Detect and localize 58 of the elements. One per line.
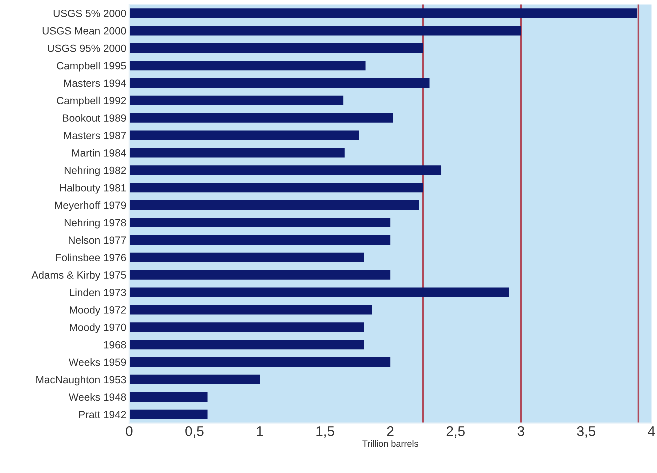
- bar: [129, 374, 260, 385]
- y-tick-label: Moody 1972: [70, 306, 126, 316]
- y-tick-label: Masters 1994: [64, 80, 126, 88]
- y-tick-label: Martin 1984: [72, 149, 126, 157]
- bar: [129, 96, 344, 106]
- y-tick-label: Nehring 1982: [64, 166, 126, 176]
- x-tick-label: 0,5: [186, 426, 204, 438]
- x-tick-label: 3,5: [577, 426, 596, 438]
- x-tick-label: 1: [257, 426, 264, 436]
- bar: [129, 235, 391, 245]
- bar: [129, 340, 364, 350]
- x-tick-label: 2,5: [446, 426, 465, 438]
- bar: [129, 218, 391, 228]
- bar: [129, 8, 638, 18]
- bar: [129, 200, 420, 210]
- y-tick-label: MacNaughton 1953: [36, 376, 126, 386]
- bar: [129, 130, 360, 140]
- y-tick-label: USGS 95% 2000: [48, 44, 126, 52]
- bar: [129, 44, 424, 54]
- y-tick-label: Campbell 1992: [57, 96, 126, 107]
- x-tick-label: 1,5: [316, 426, 334, 438]
- bar: [129, 183, 424, 193]
- bar: [129, 60, 366, 71]
- y-tick-label: Adams & Kirby 1975: [32, 271, 126, 282]
- bar: [129, 252, 364, 262]
- bar: [129, 113, 394, 123]
- y-tick-label: Weeks 1948: [68, 393, 126, 402]
- bar: [129, 26, 522, 36]
- y-tick-label: Masters 1987: [64, 132, 126, 140]
- y-tick-label: Folinsbee 1976: [56, 254, 126, 262]
- bar: [129, 78, 430, 88]
- x-tick-label: 4: [648, 426, 656, 436]
- y-tick-label: Linden 1973: [70, 288, 126, 296]
- y-tick-label: Halbouty 1981: [60, 184, 126, 194]
- y-tick-label: Nelson 1977: [69, 236, 126, 244]
- y-tick-label: Moody 1970: [70, 324, 126, 334]
- bar: [129, 148, 345, 158]
- bar: [129, 357, 391, 368]
- bar: [129, 410, 208, 420]
- y-tick-label: Bookout 1989: [63, 114, 126, 122]
- y-tick-label: USGS 5% 2000: [54, 10, 126, 18]
- x-axis-title: Trillion barrels: [362, 440, 418, 448]
- y-tick-label: Meyerhoff 1979: [55, 202, 126, 212]
- bar: [129, 270, 391, 280]
- bar: [129, 305, 372, 315]
- y-tick-label: Campbell 1995: [57, 62, 126, 72]
- y-tick-label: Weeks 1959: [68, 358, 126, 366]
- bar: [129, 288, 510, 298]
- y-tick-label: USGS Mean 2000: [42, 27, 126, 35]
- bar: [129, 392, 208, 402]
- x-tick-label: 0: [126, 426, 133, 436]
- y-tick-label: Nehring 1978: [64, 218, 126, 229]
- x-tick-label: 2: [387, 426, 394, 436]
- y-tick-label: Pratt 1942: [79, 411, 126, 418]
- x-tick-label: 3: [518, 426, 524, 436]
- bar: [129, 166, 442, 176]
- y-tick-label: 1968: [104, 341, 126, 349]
- bar: [129, 322, 364, 332]
